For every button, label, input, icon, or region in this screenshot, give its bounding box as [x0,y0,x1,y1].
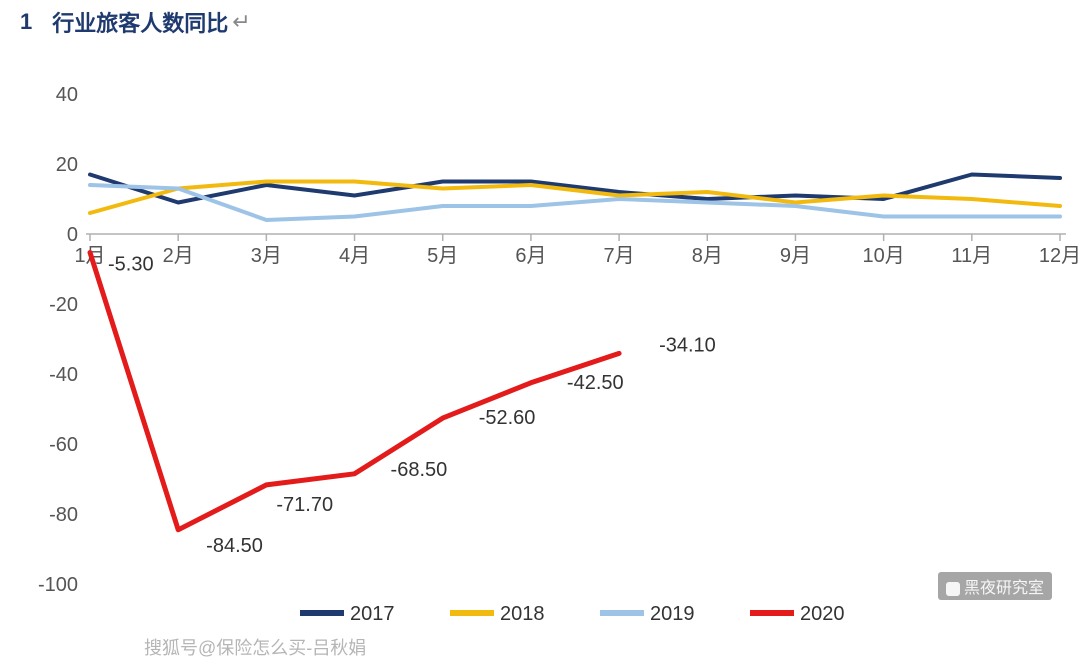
title-number: 1 [20,9,32,35]
data-label: -52.60 [479,407,536,429]
y-tick-label: -60 [49,434,78,456]
chart-title-bar: 1 行业旅客人数同比 ↵ [0,0,1080,44]
legend-swatch-2018 [450,610,494,616]
legend-swatch-2019 [600,610,644,616]
x-tick-label: 5月 [427,245,458,267]
x-tick-label: 12月 [1039,245,1080,267]
chart-container: 1 行业旅客人数同比 ↵ -100-80-60-40-20020401月2月3月… [0,0,1080,639]
x-tick-label: 8月 [692,245,723,267]
y-tick-label: -40 [49,364,78,386]
data-label: -71.70 [276,494,333,516]
data-label: -84.50 [206,535,263,557]
series-line-2020 [90,253,619,530]
x-tick-label: 3月 [251,245,282,267]
legend-label-2019: 2019 [650,603,695,625]
legend-label-2017: 2017 [350,603,395,625]
x-tick-label: 2月 [163,245,194,267]
x-tick-label: 9月 [780,245,811,267]
y-tick-label: 20 [56,154,78,176]
y-tick-label: -20 [49,294,78,316]
line-chart-svg: -100-80-60-40-20020401月2月3月4月5月6月7月8月9月1… [0,44,1080,639]
data-label: -34.10 [659,334,716,356]
data-label: -42.50 [567,372,624,394]
y-tick-label: -100 [38,574,78,596]
legend-swatch-2020 [750,610,794,616]
y-tick-label: 0 [67,224,78,246]
chart-area: -100-80-60-40-20020401月2月3月4月5月6月7月8月9月1… [0,44,1080,634]
legend-swatch-2017 [300,610,344,616]
y-tick-label: -80 [49,504,78,526]
y-tick-label: 40 [56,84,78,106]
title-text: 行业旅客人数同比 [52,6,228,38]
data-label: -68.50 [391,459,448,481]
title-cursor: ↵ [232,9,250,35]
x-tick-label: 4月 [339,245,370,267]
data-label: -5.30 [108,254,154,276]
x-tick-label: 7月 [604,245,635,267]
x-tick-label: 6月 [515,245,546,267]
x-tick-label: 10月 [863,245,905,267]
legend-label-2018: 2018 [500,603,545,625]
legend-label-2020: 2020 [800,603,845,625]
x-tick-label: 11月 [951,245,992,267]
